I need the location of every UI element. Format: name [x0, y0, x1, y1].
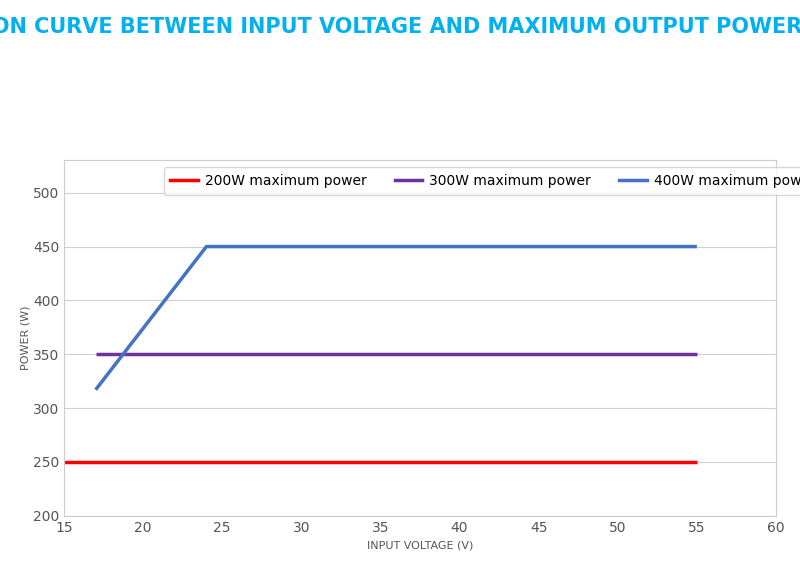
Text: RELATION CURVE BETWEEN INPUT VOLTAGE AND MAXIMUM OUTPUT POWER CURVE: RELATION CURVE BETWEEN INPUT VOLTAGE AND…: [0, 17, 800, 37]
Y-axis label: POWER (W): POWER (W): [20, 306, 30, 370]
Legend: 200W maximum power, 300W maximum power, 400W maximum power: 200W maximum power, 300W maximum power, …: [163, 167, 800, 195]
X-axis label: INPUT VOLTAGE (V): INPUT VOLTAGE (V): [367, 540, 473, 550]
